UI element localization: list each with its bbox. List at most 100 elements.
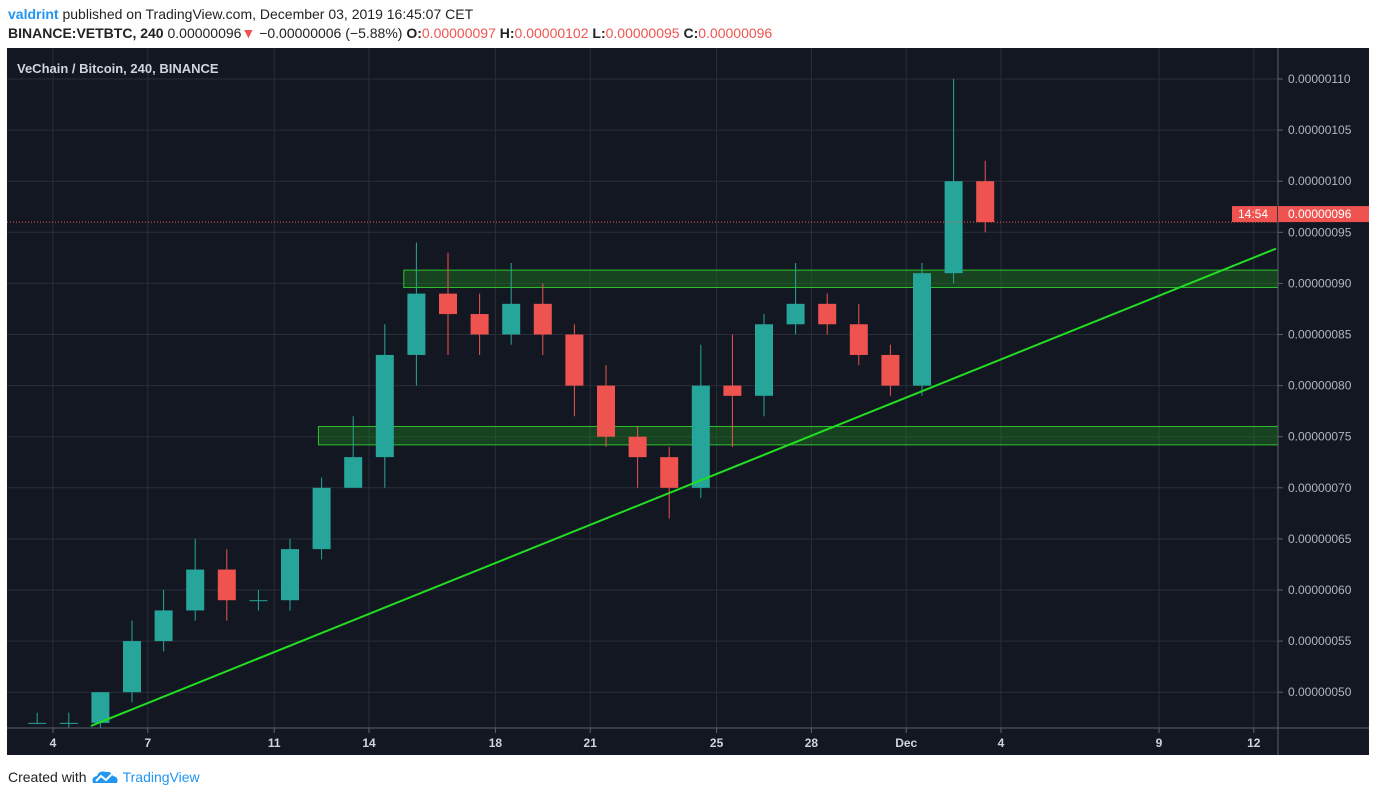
candle [628, 426, 647, 488]
x-tick-label: 9 [1156, 736, 1163, 750]
open-value: 0.00000097 [421, 25, 496, 41]
x-tick-label: 12 [1247, 736, 1261, 750]
x-tick-label: Dec [895, 736, 917, 750]
high-value: 0.00000102 [514, 25, 589, 41]
candle [660, 446, 679, 519]
y-tick-label: 0.00000110 [1288, 72, 1351, 86]
tradingview-logo-icon [92, 771, 118, 783]
high-label: H: [499, 25, 515, 41]
support-zone[interactable] [317, 425, 1278, 446]
candle-body [470, 314, 489, 335]
candle [849, 303, 868, 366]
y-tick-label: 0.00000085 [1288, 328, 1352, 342]
y-tick-label: 0.00000095 [1288, 225, 1352, 239]
x-tick-label: 21 [584, 736, 598, 750]
candle [375, 324, 394, 488]
candle-body [944, 181, 963, 274]
support-zone[interactable] [403, 269, 1278, 288]
candle-body [628, 436, 647, 458]
candle-body [312, 487, 331, 550]
symbol-info: BINANCE:VETBTC, 240 0.00000096▼ −0.00000… [8, 25, 772, 41]
countdown-label: 14:54 [1238, 207, 1268, 221]
candle-body [344, 457, 363, 488]
candle-body [91, 692, 110, 723]
candle [123, 620, 141, 703]
candle-body [565, 334, 584, 386]
price-chart[interactable]: VeChain / Bitcoin, 240, BINANCE 0.0000005… [7, 48, 1369, 755]
candle-body [660, 457, 679, 488]
candle-body [818, 303, 837, 325]
y-tick-label: 0.00000090 [1288, 276, 1352, 290]
y-tick-label: 0.00000070 [1288, 481, 1352, 495]
candle-body [59, 722, 78, 724]
candle [786, 262, 805, 335]
x-tick-label: 4 [998, 736, 1005, 750]
x-tick-label: 7 [144, 736, 151, 750]
candle [976, 160, 995, 233]
candle-body [723, 385, 742, 396]
candle-body [375, 354, 394, 458]
author-link[interactable]: valdrint [8, 6, 59, 22]
candle-body [186, 569, 205, 611]
candle-body [881, 354, 900, 386]
y-tick-label: 0.00000105 [1288, 123, 1352, 137]
candle [154, 590, 173, 652]
down-arrow-icon: ▼ [241, 25, 256, 41]
close-value: 0.00000096 [698, 25, 773, 41]
last-price: 0.00000096 [167, 25, 242, 41]
last-price-badge [1278, 206, 1369, 223]
candle [186, 538, 205, 621]
candle [723, 334, 742, 447]
low-label: L: [592, 25, 606, 41]
candle [913, 262, 931, 396]
chart-background [7, 48, 1369, 755]
candle [691, 344, 710, 499]
close-label: C: [683, 25, 699, 41]
last-price-label: 0.00000096 [1288, 207, 1352, 221]
candle-body [407, 293, 426, 355]
candle-body [976, 181, 995, 223]
candle [217, 549, 236, 621]
x-tick-label: 28 [805, 736, 819, 750]
candle [597, 365, 615, 447]
y-tick-label: 0.00000050 [1288, 685, 1352, 699]
candle [249, 590, 268, 611]
candle [281, 538, 299, 611]
candle-body [786, 303, 805, 325]
change: −0.00000006 (−5.88%) [259, 25, 403, 41]
candle [565, 324, 584, 417]
candle [533, 283, 552, 355]
y-tick-label: 0.00000080 [1288, 379, 1352, 393]
candle [881, 344, 900, 396]
symbol: BINANCE:VETBTC, 240 [8, 25, 164, 41]
candle [59, 712, 78, 728]
candle-body [439, 293, 457, 315]
chart-title: VeChain / Bitcoin, 240, BINANCE [17, 61, 219, 76]
footer: Created with TradingView [8, 769, 200, 785]
candle-body [597, 385, 615, 437]
x-tick-label: 14 [362, 736, 376, 750]
candle [944, 79, 963, 284]
candle-body [691, 385, 710, 488]
candle [818, 293, 837, 335]
candle-body [28, 722, 47, 724]
trendline[interactable] [90, 247, 1277, 727]
candle-body [755, 324, 773, 396]
y-tick-label: 0.00000055 [1288, 634, 1352, 648]
publish-text: published on TradingView.com, December 0… [62, 6, 474, 22]
open-label: O: [406, 25, 422, 41]
candle [28, 712, 47, 724]
candle [312, 477, 331, 560]
publish-info: valdrint published on TradingView.com, D… [8, 6, 473, 22]
created-with: Created with [8, 769, 87, 785]
x-tick-label: 4 [50, 736, 57, 750]
candle-body [217, 569, 236, 601]
candle-body [154, 610, 173, 642]
countdown-badge [1232, 206, 1277, 223]
tradingview-link[interactable]: TradingView [122, 769, 200, 785]
x-tick-label: 25 [710, 736, 724, 750]
low-value: 0.00000095 [605, 25, 680, 41]
candle [439, 252, 457, 355]
candle-body [533, 303, 552, 335]
y-tick-label: 0.00000100 [1288, 174, 1352, 188]
